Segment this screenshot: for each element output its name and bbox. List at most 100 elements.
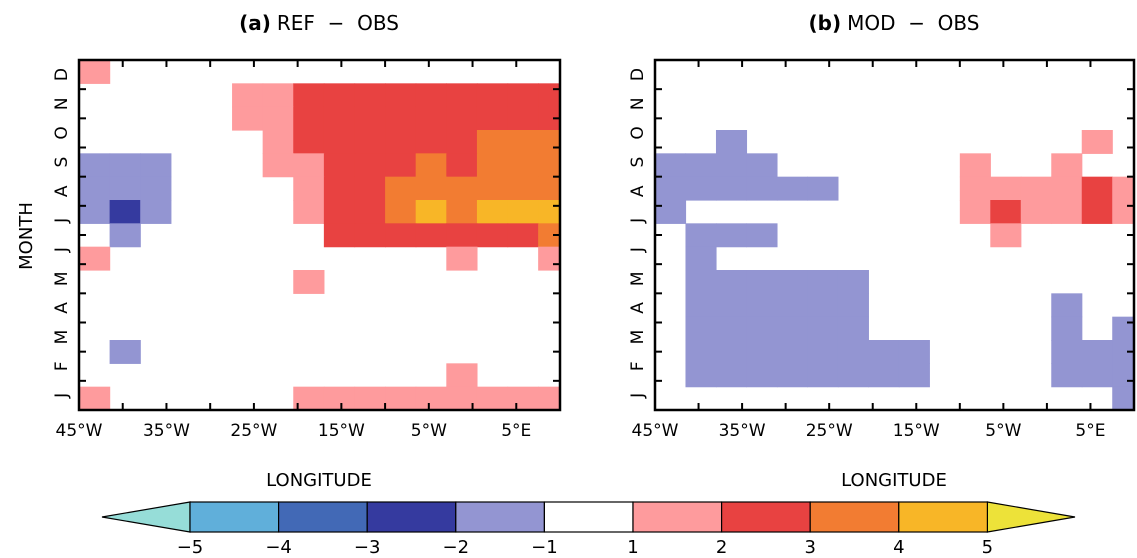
y-tick-label: O	[52, 126, 72, 139]
heatmap-cell	[685, 340, 717, 364]
heatmap-cell	[385, 223, 417, 248]
heatmap-cell	[837, 293, 869, 318]
heatmap-cell	[837, 316, 869, 341]
heatmap-cell	[715, 130, 748, 154]
heatmap-cell	[354, 153, 386, 178]
colorbar-bin	[720, 501, 811, 533]
colorbar-bin	[455, 501, 545, 533]
heatmap-cell	[293, 386, 325, 411]
heatmap-cell	[354, 106, 386, 131]
panel-a-title-bold: (a)	[239, 11, 271, 35]
heatmap-cell	[685, 153, 717, 178]
heatmap-cell	[746, 176, 778, 201]
heatmap-cell	[79, 386, 111, 411]
heatmap-cell	[109, 223, 141, 248]
y-tick-label: J	[628, 247, 648, 253]
heatmap-cell	[837, 340, 869, 364]
y-tick-label: M	[52, 330, 72, 345]
heatmap-cell	[293, 200, 325, 224]
colorbar-label: 4	[893, 537, 904, 558]
heatmap-cell	[354, 83, 386, 108]
heatmap-cell	[807, 293, 839, 318]
panel-a-ylabel: MONTH	[16, 202, 37, 270]
panel-a-title-text: REF − OBS	[277, 11, 399, 35]
y-tick-label: S	[628, 157, 648, 168]
heatmap-cell	[776, 340, 809, 364]
heatmap-cell	[1112, 386, 1135, 411]
heatmap-cell	[746, 153, 778, 178]
y-tick-label: A	[52, 302, 72, 314]
colorbar-label: −4	[265, 537, 292, 558]
y-tick-label: J	[52, 247, 72, 253]
heatmap-cell	[476, 106, 509, 131]
x-tick-label: 45°W	[56, 421, 103, 441]
heatmap-cell	[715, 363, 748, 388]
heatmap-cell	[415, 386, 447, 411]
heatmap-cell	[1020, 176, 1052, 201]
x-tick-label: 45°W	[632, 421, 679, 441]
colorbar-label: 3	[804, 537, 815, 558]
heatmap-cell	[293, 130, 325, 154]
colorbar-bin	[366, 501, 457, 533]
heatmap-cell	[323, 83, 356, 108]
heatmap-cell	[140, 200, 172, 224]
heatmap-cell	[262, 130, 294, 154]
heatmap-cell	[715, 293, 748, 318]
heatmap-cell	[109, 153, 141, 178]
x-tick-label: 35°W	[143, 421, 190, 441]
x-tick-label: 25°W	[806, 421, 853, 441]
heatmap-cell	[715, 316, 748, 341]
heatmap-cell	[323, 176, 356, 201]
heatmap-cell	[232, 106, 264, 131]
heatmap-cell	[715, 153, 748, 178]
panel-b: 45°W 35°W 25°W 15°W 5°W 5°E J F M A M J J A S O N D (b) MO…	[628, 11, 1136, 491]
panel-a-title: (a) REF − OBS	[239, 11, 399, 35]
heatmap-cell	[837, 270, 869, 294]
heatmap-cell	[715, 223, 748, 248]
y-tick-label: J	[52, 393, 72, 399]
y-tick-label: A	[52, 185, 72, 197]
x-tick-label: 5°W	[411, 421, 447, 441]
heatmap-cell	[538, 83, 561, 108]
heatmap-cell	[109, 200, 141, 224]
heatmap-cell	[746, 316, 778, 341]
heatmap-cell	[685, 363, 717, 388]
panel-b-title: (b) MOD − OBS	[808, 11, 979, 35]
heatmap-cell	[476, 200, 509, 224]
heatmap-cell	[507, 106, 539, 131]
heatmap-cell	[232, 83, 264, 108]
heatmap-cell	[776, 316, 809, 341]
heatmap-cell	[507, 200, 539, 224]
heatmap-cell	[959, 200, 991, 224]
colorbar-bin	[632, 501, 723, 533]
heatmap-cell	[446, 106, 478, 131]
heatmap-cell	[1051, 363, 1083, 388]
heatmap-cell	[262, 106, 294, 131]
heatmap-cell	[538, 200, 561, 224]
heatmap-cell	[959, 176, 991, 201]
heatmap-cell	[990, 223, 1022, 248]
heatmap-cell	[385, 386, 417, 411]
heatmap-cell	[715, 340, 748, 364]
heatmap-cell	[746, 363, 778, 388]
heatmap-cell	[415, 83, 447, 108]
colorbar-label: 2	[716, 537, 727, 558]
x-tick-label: 5°E	[501, 421, 531, 441]
heatmap-cell	[1081, 363, 1113, 388]
heatmap-cell	[354, 176, 386, 201]
y-tick-label: A	[628, 185, 648, 197]
y-tick-label: F	[628, 361, 648, 371]
x-tick-label: 35°W	[719, 421, 766, 441]
heatmap-cell	[415, 200, 447, 224]
heatmap-cell	[1081, 340, 1113, 364]
panel-a: 45°W 35°W 25°W 15°W 5°W 5°E J F M A M J J A S O N D (a) RE…	[16, 11, 562, 491]
heatmap-cell	[79, 246, 111, 271]
x-tick-label: 15°W	[318, 421, 365, 441]
panel-a-cells	[79, 60, 561, 411]
heatmap-cell	[262, 83, 294, 108]
x-tick-label: 25°W	[230, 421, 277, 441]
heatmap-cell	[446, 223, 478, 248]
y-tick-label: J	[628, 393, 648, 399]
y-tick-label: S	[52, 157, 72, 168]
heatmap-cell	[776, 270, 809, 294]
